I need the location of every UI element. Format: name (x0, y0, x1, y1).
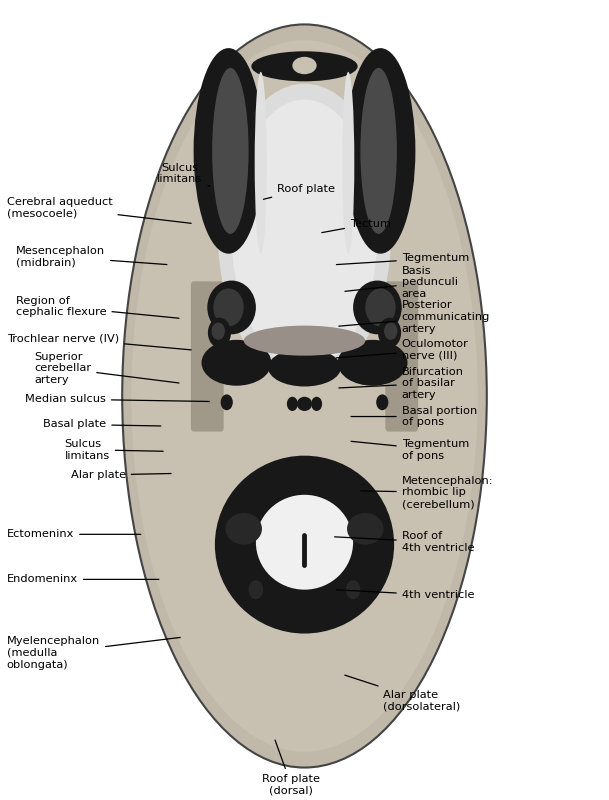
Text: Alar plate
(dorsolateral): Alar plate (dorsolateral) (345, 675, 461, 711)
Ellipse shape (212, 68, 248, 234)
Text: Sulcus
limitans: Sulcus limitans (65, 439, 163, 461)
Text: Basis
pedunculi
area: Basis pedunculi area (345, 266, 458, 298)
Text: Tegmentum: Tegmentum (336, 254, 469, 265)
Ellipse shape (231, 99, 378, 368)
Ellipse shape (244, 326, 365, 356)
Ellipse shape (213, 289, 244, 326)
Circle shape (287, 397, 298, 411)
Text: Cerebral aqueduct
(mesocoele): Cerebral aqueduct (mesocoele) (7, 197, 191, 223)
Ellipse shape (353, 281, 402, 334)
Ellipse shape (202, 340, 272, 386)
Ellipse shape (268, 349, 341, 386)
Ellipse shape (132, 40, 477, 752)
Text: Bifurcation
of basilar
artery: Bifurcation of basilar artery (339, 366, 463, 400)
Ellipse shape (378, 318, 401, 348)
Text: Roof plate
(dorsal): Roof plate (dorsal) (262, 740, 320, 795)
Ellipse shape (262, 590, 347, 606)
Circle shape (376, 394, 389, 410)
Ellipse shape (365, 289, 396, 326)
Ellipse shape (384, 322, 398, 340)
Ellipse shape (225, 513, 262, 545)
Ellipse shape (342, 72, 354, 254)
FancyBboxPatch shape (191, 282, 224, 431)
Text: Median sulcus: Median sulcus (25, 394, 209, 404)
Text: Alar plate: Alar plate (71, 470, 171, 480)
Text: Posterior
communicating
artery: Posterior communicating artery (339, 300, 490, 334)
Text: Roof plate: Roof plate (264, 184, 335, 199)
Ellipse shape (122, 25, 487, 767)
Ellipse shape (361, 68, 397, 234)
Text: Superior
cerebellar
artery: Superior cerebellar artery (34, 352, 179, 385)
Text: Tegmentum
of pons: Tegmentum of pons (351, 439, 469, 461)
Circle shape (311, 397, 322, 411)
Text: Metencephalon:
rhombic lip
(cerebellum): Metencephalon: rhombic lip (cerebellum) (361, 476, 493, 509)
Text: 4th ventricle: 4th ventricle (336, 590, 474, 600)
Circle shape (220, 394, 233, 410)
Text: Trochlear nerve (IV): Trochlear nerve (IV) (7, 334, 191, 350)
Ellipse shape (345, 48, 415, 254)
Ellipse shape (292, 57, 317, 74)
Text: Tectum: Tectum (322, 218, 391, 233)
Text: Endomeninx: Endomeninx (7, 574, 159, 584)
Ellipse shape (208, 318, 231, 348)
FancyBboxPatch shape (385, 282, 418, 431)
Ellipse shape (252, 51, 357, 82)
Ellipse shape (194, 48, 264, 254)
Ellipse shape (211, 322, 225, 340)
Ellipse shape (218, 84, 391, 384)
Ellipse shape (207, 281, 256, 334)
Text: Sulcus
limitans: Sulcus limitans (157, 162, 209, 186)
Text: Roof of
4th ventricle: Roof of 4th ventricle (334, 531, 474, 553)
Text: Basal portion
of pons: Basal portion of pons (351, 406, 477, 427)
Ellipse shape (347, 513, 384, 545)
Text: Region of
cephalic flexure: Region of cephalic flexure (16, 296, 179, 318)
Circle shape (346, 580, 361, 599)
Text: Oculomotor
nerve (III): Oculomotor nerve (III) (336, 339, 468, 361)
Ellipse shape (215, 456, 394, 634)
Circle shape (248, 580, 263, 599)
Ellipse shape (297, 397, 312, 411)
Text: Myelencephalon
(medulla
oblongata): Myelencephalon (medulla oblongata) (7, 636, 180, 670)
Text: Ectomeninx: Ectomeninx (7, 530, 141, 539)
Ellipse shape (255, 72, 267, 254)
Text: Mesencephalon
(midbrain): Mesencephalon (midbrain) (16, 246, 167, 268)
Text: Basal plate: Basal plate (43, 419, 161, 430)
Ellipse shape (337, 340, 407, 386)
Ellipse shape (256, 494, 353, 590)
